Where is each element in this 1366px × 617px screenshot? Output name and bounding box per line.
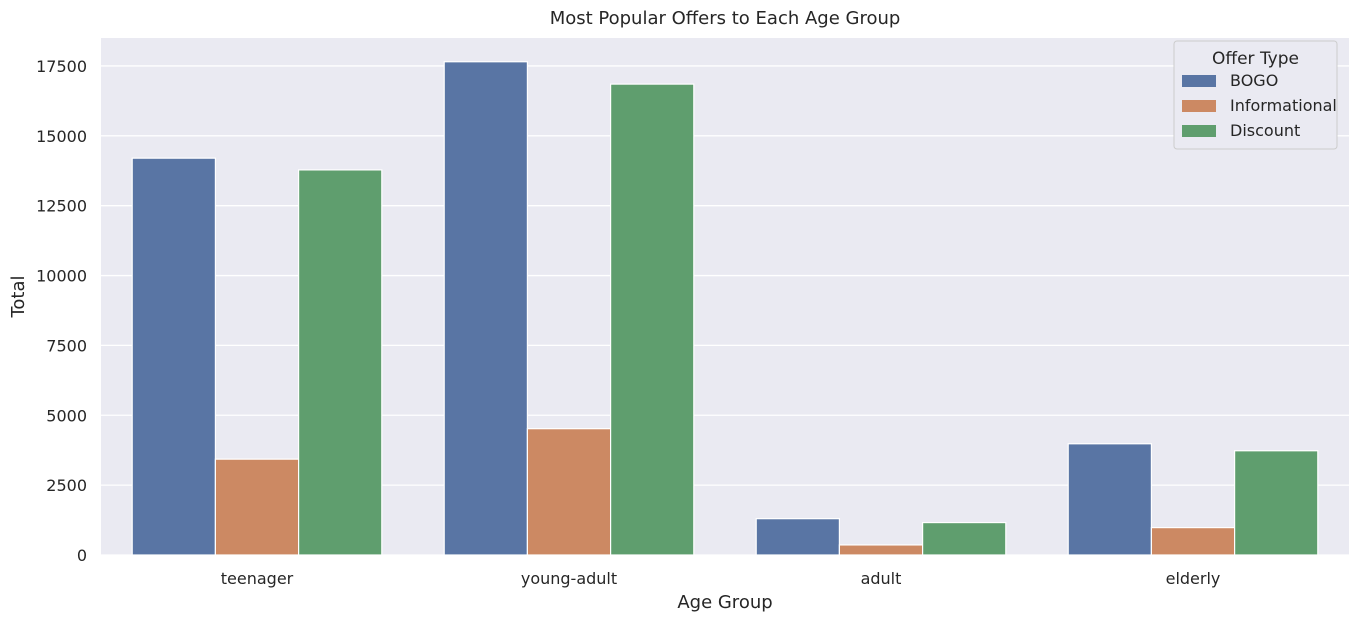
y-tick-label: 7500 [46, 336, 87, 355]
x-tick-label: adult [861, 569, 902, 588]
y-tick-label: 12500 [36, 197, 87, 216]
x-tick-label: teenager [221, 569, 294, 588]
x-axis-label: Age Group [677, 592, 772, 613]
x-tick-label: young-adult [521, 569, 617, 588]
legend-swatch-bogo [1182, 75, 1216, 87]
y-tick-label: 0 [77, 546, 87, 565]
y-axis-ticks: 0 2500 5000 7500 10000 12500 15000 17500 [36, 57, 87, 565]
y-tick-label: 2500 [46, 476, 87, 495]
legend-title: Offer Type [1212, 49, 1299, 69]
bar-discount-teenager [298, 169, 383, 556]
bar-informational-young-adult [526, 428, 612, 556]
bar-bogo-teenager [131, 157, 216, 556]
bar-bogo-elderly [1067, 443, 1152, 556]
bars [131, 61, 1319, 556]
chart-title: Most Popular Offers to Each Age Group [550, 8, 901, 29]
legend-swatch-informational [1182, 100, 1216, 112]
legend-frame [1173, 40, 1338, 150]
x-axis-ticks: teenager young-adult adult elderly [221, 569, 1221, 588]
legend: Offer Type BOGO Informational Discount [1173, 40, 1338, 150]
bar-discount-young-adult [609, 83, 695, 556]
x-tick-label: elderly [1166, 569, 1221, 588]
bar-discount-elderly [1233, 450, 1319, 556]
y-tick-label: 5000 [46, 406, 87, 425]
legend-label-informational: Informational [1230, 96, 1337, 115]
bar-informational-teenager [214, 458, 300, 556]
bar-informational-elderly [1150, 527, 1236, 556]
bar-informational-adult [838, 544, 924, 556]
y-tick-label: 15000 [36, 127, 87, 146]
y-tick-label: 10000 [36, 267, 87, 286]
bar-bogo-young-adult [443, 61, 529, 556]
legend-label-bogo: BOGO [1230, 71, 1278, 90]
legend-label-discount: Discount [1230, 121, 1300, 140]
y-axis-label: Total [8, 275, 29, 318]
bar-discount-adult [921, 521, 1007, 556]
bar-bogo-adult [755, 518, 841, 556]
legend-swatch-discount [1182, 125, 1216, 137]
y-tick-label: 17500 [36, 57, 87, 76]
